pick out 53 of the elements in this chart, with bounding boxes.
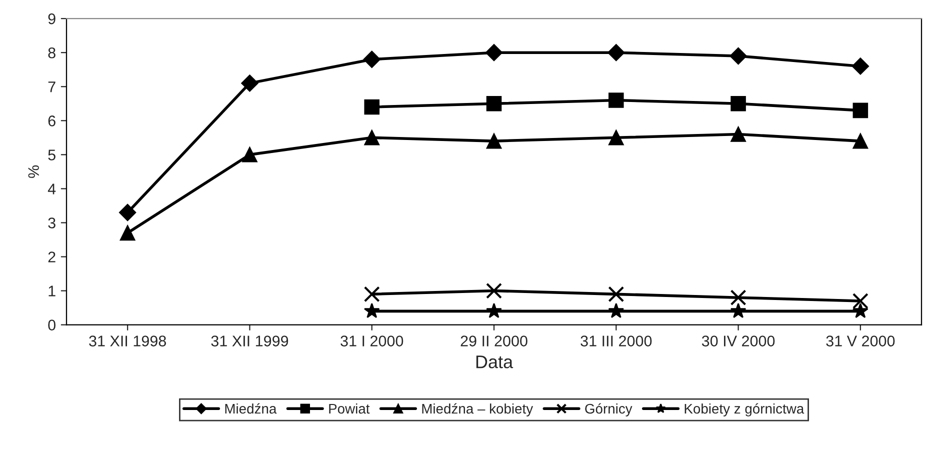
point (364, 99, 380, 115)
point (486, 302, 502, 318)
y-tick-label: 4 (48, 184, 56, 194)
y-tick-label: 3 (48, 218, 56, 228)
legend-label: Miedźna – kobiety (422, 403, 534, 416)
y-tick-label: 8 (48, 47, 56, 58)
x-tick-label: 31 XII 1998 (89, 336, 166, 346)
y-tick-label: 2 (48, 252, 56, 262)
x-tick-label: 29 II 2000 (460, 336, 528, 346)
point (242, 147, 258, 162)
point (730, 302, 746, 318)
point (608, 44, 625, 62)
point (852, 302, 868, 318)
point (608, 92, 624, 108)
point (852, 58, 869, 75)
y-tick-label: 1 (48, 286, 56, 296)
y-tick-label: 6 (48, 116, 56, 126)
legend-label: Powiat (329, 403, 370, 414)
y-tick-label: 7 (48, 82, 56, 92)
point (364, 130, 380, 146)
point (730, 96, 746, 112)
point (730, 290, 746, 306)
point (120, 225, 136, 241)
point (608, 130, 624, 146)
legend-label: Górnicy (585, 403, 632, 416)
point (486, 133, 502, 149)
y-tick-label: 9 (48, 13, 56, 24)
point (364, 302, 380, 318)
legend-label: Miedźna (225, 403, 277, 414)
point (485, 44, 503, 62)
point (364, 286, 380, 302)
point (608, 302, 624, 318)
x-tick-label: 31 XII 1999 (211, 336, 288, 346)
point (852, 102, 868, 118)
point (608, 286, 624, 302)
x-tick-label: 30 IV 2000 (702, 336, 775, 346)
x-axis-title: Data (476, 356, 514, 368)
point (486, 96, 502, 112)
point (852, 133, 868, 149)
point (119, 204, 136, 222)
point (486, 282, 502, 299)
y-tick-label: 5 (48, 150, 56, 160)
legend-label: Kobiety z górnictwa (684, 403, 804, 416)
x-tick-label: 31 III 2000 (580, 336, 652, 346)
x-tick-label: 31 V 2000 (826, 336, 895, 346)
y-tick-label: 0 (48, 320, 56, 330)
point (241, 74, 258, 92)
x-tick-label: 31 I 2000 (340, 336, 404, 346)
point (730, 47, 747, 65)
point (363, 50, 380, 68)
point (852, 292, 868, 309)
y-axis-title: % (28, 165, 39, 178)
point (730, 126, 746, 142)
